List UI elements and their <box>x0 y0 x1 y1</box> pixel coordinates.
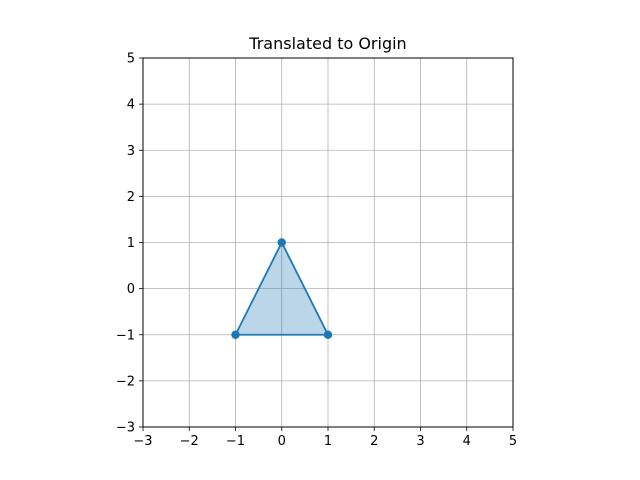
x-tick-label: 4 <box>463 434 471 449</box>
x-tick-label: 5 <box>509 434 517 449</box>
x-tick-label: 2 <box>370 434 378 449</box>
data-marks <box>231 238 333 339</box>
y-tick-label: −3 <box>116 421 135 436</box>
x-tick-label: 0 <box>278 434 286 449</box>
data-point <box>277 238 286 247</box>
x-axis: −3 −2 −1 0 1 2 3 4 5 <box>133 427 517 449</box>
y-tick-label: 0 <box>127 282 135 297</box>
x-tick-label: 1 <box>324 434 332 449</box>
y-tick-label: 4 <box>127 98 135 113</box>
y-tick-label: 5 <box>127 52 135 67</box>
x-tick-label: −2 <box>180 434 199 449</box>
x-tick-label: −3 <box>133 434 152 449</box>
series-line <box>234 241 329 336</box>
y-tick-label: 1 <box>127 236 135 251</box>
data-point <box>323 330 333 339</box>
y-tick-label: 3 <box>127 144 135 159</box>
y-axis: −3 −2 −1 0 1 2 3 4 5 <box>116 52 143 436</box>
x-tick-label: 3 <box>416 434 424 449</box>
plot-area <box>142 57 514 428</box>
data-point <box>231 330 240 339</box>
y-tick-label: −1 <box>116 328 135 343</box>
y-tick-label: 2 <box>127 190 135 205</box>
chart-title: Translated to Origin <box>248 34 406 53</box>
x-tick-label: −1 <box>226 434 245 449</box>
y-tick-label: −2 <box>116 374 135 389</box>
triangle-fill <box>235 242 328 335</box>
